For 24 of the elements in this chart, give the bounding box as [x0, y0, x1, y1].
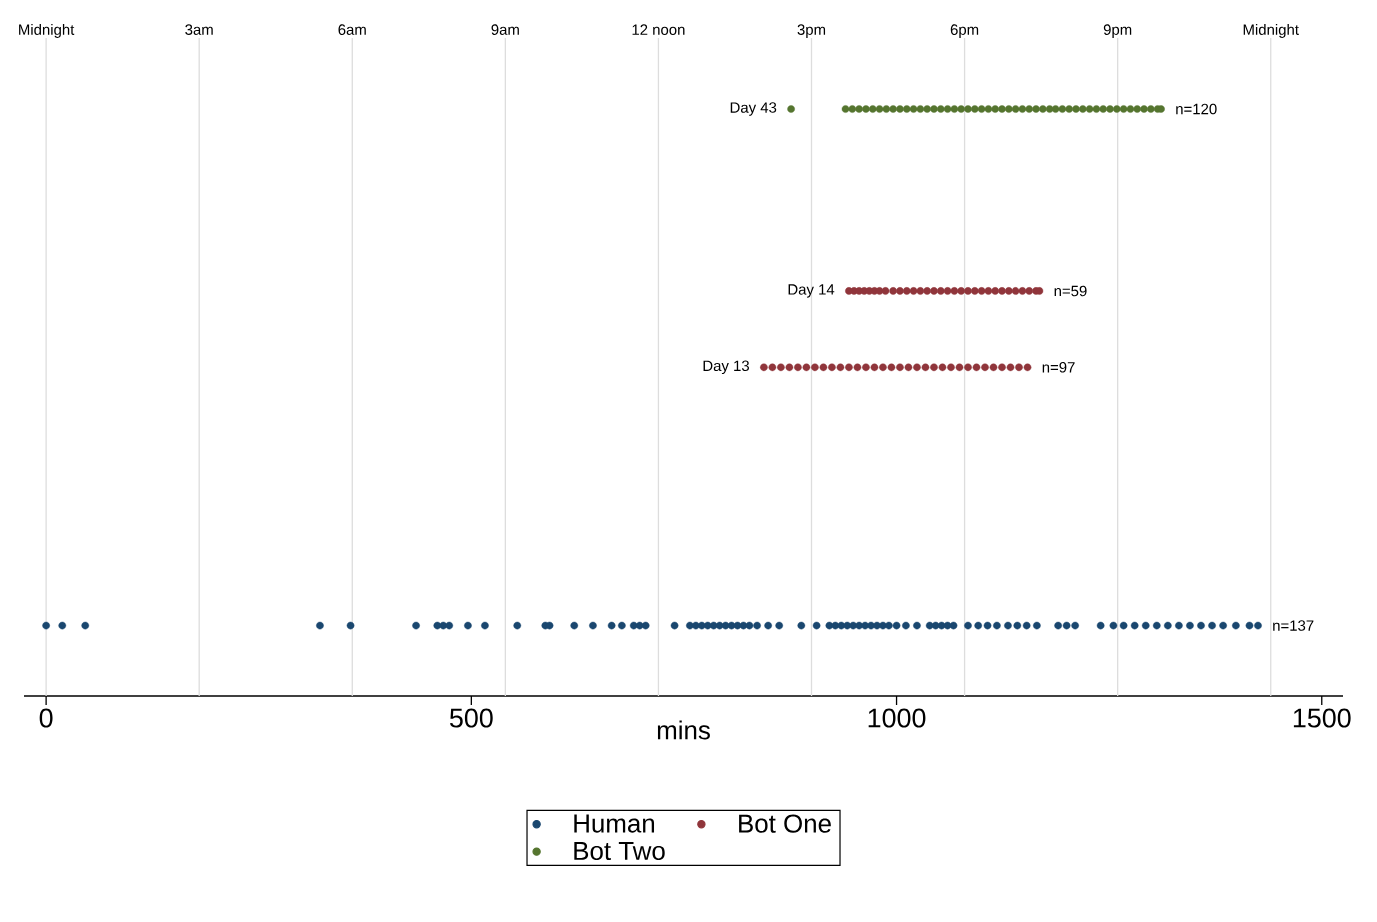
legend-label: Bot Two: [574, 841, 665, 861]
x-tick-label: 0: [39, 708, 53, 728]
legend-label: Human: [574, 814, 655, 833]
ref-line-label: 6am: [338, 24, 366, 35]
annotation: n=120: [1176, 103, 1217, 115]
x-tick-label: 500: [449, 708, 493, 728]
x-tick-label: 1500: [1293, 708, 1351, 728]
x-tick-label: 1000: [868, 708, 926, 728]
ref-line-label: 3am: [185, 24, 213, 35]
ref-line-label: 6pm: [950, 24, 979, 38]
annotation: n=59: [1054, 285, 1087, 297]
annotation: n=137: [1273, 620, 1314, 631]
annotation: Day 13: [703, 360, 750, 375]
ref-line-label: 12 noon: [632, 24, 685, 35]
annotation: Day 14: [788, 284, 835, 298]
x-axis-title: mins: [657, 720, 710, 740]
annotation: Day 43: [730, 102, 777, 116]
legend-label: Bot One: [739, 814, 831, 833]
ref-line-label: Midnight: [19, 23, 75, 38]
ref-line-label: 9am: [491, 24, 519, 35]
ref-line-label: Midnight: [1243, 23, 1299, 38]
ref-line-label: 9pm: [1103, 24, 1132, 38]
annotation: n=97: [1042, 361, 1075, 373]
ref-line-label: 3pm: [797, 24, 826, 38]
